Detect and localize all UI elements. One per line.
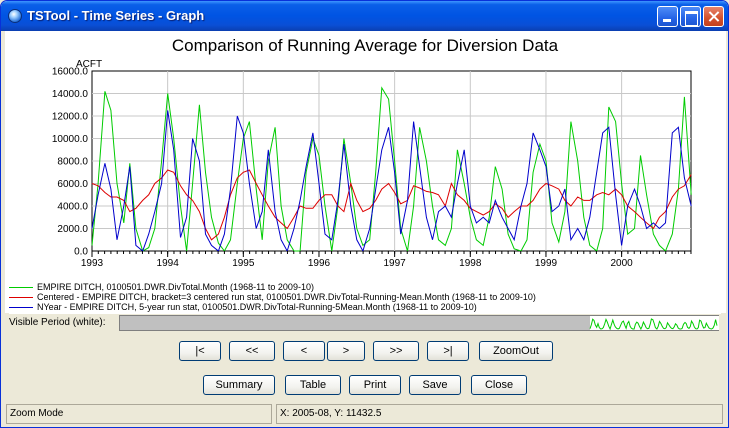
minimize-button[interactable] (657, 6, 678, 27)
y-tick-label: 0.0 (74, 247, 88, 258)
x-tick-label: 1999 (535, 258, 558, 269)
legend: EMPIRE DITCH, 0100501.DWR.DivTotal.Month… (9, 282, 721, 314)
window-title: TSTool - Time Series - Graph (27, 8, 205, 23)
grid (91, 70, 692, 252)
chart-title: Comparison of Running Average for Divers… (172, 36, 559, 55)
page-forward-button[interactable]: >> (373, 341, 419, 361)
legend-label: NYear - EMPIRE DITCH, 5-year run stat, 0… (37, 302, 477, 312)
page-back-button[interactable]: << (229, 341, 275, 361)
status-coordinates: X: 2005-08, Y: 11432.5 (276, 404, 723, 424)
reference-graph (589, 318, 718, 330)
print-button[interactable]: Print (349, 375, 401, 395)
y-tick-label: 10000.0 (52, 134, 89, 145)
y-tick-label: 16000.0 (52, 67, 89, 78)
x-tick-label: 1998 (459, 258, 482, 269)
first-button[interactable]: |< (179, 341, 221, 361)
y-tick-label: 14000.0 (52, 89, 89, 100)
zoom-out-button[interactable]: ZoomOut (479, 341, 553, 361)
y-tick-label: 4000.0 (57, 202, 88, 213)
maximize-button[interactable] (680, 6, 701, 27)
y-tick-label: 12000.0 (52, 112, 89, 123)
legend-swatch-blue (9, 307, 33, 309)
legend-swatch-red (9, 297, 33, 299)
y-tick-label: 8000.0 (57, 157, 88, 168)
y-tick-label: 6000.0 (57, 179, 88, 190)
visible-period-label: Visible Period (white): (9, 317, 106, 328)
visible-period-bar[interactable] (119, 315, 719, 331)
x-tick-label: 2000 (610, 258, 633, 269)
legend-label: EMPIRE DITCH, 0100501.DWR.DivTotal.Month… (37, 282, 314, 292)
x-tick-label: 1995 (232, 258, 255, 269)
save-button[interactable]: Save (409, 375, 461, 395)
legend-swatch-green (9, 287, 33, 289)
summary-button[interactable]: Summary (203, 375, 275, 395)
legend-item-nyear: NYear - EMPIRE DITCH, 5-year run stat, 0… (9, 302, 477, 312)
series-line-2 (91, 169, 692, 241)
axes: 0.0 2000.0 4000.0 6000.0 8000.0 10000.0 12000.… (52, 67, 692, 269)
series-line-3 (91, 110, 692, 253)
x-tick-label: 1993 (81, 258, 104, 269)
time-series-chart[interactable]: Comparison of Running Average for Divers… (5, 31, 726, 281)
legend-item-centered: Centered - EMPIRE DITCH, bracket=3 cente… (9, 292, 536, 302)
legend-label: Centered - EMPIRE DITCH, bracket=3 cente… (37, 292, 536, 302)
y-tick-label: 2000.0 (57, 224, 88, 235)
table-button[interactable]: Table (285, 375, 341, 395)
tstool-app-icon (8, 9, 22, 23)
x-tick-label: 1994 (157, 258, 180, 269)
close-window-button[interactable] (703, 6, 724, 27)
x-tick-label: 1996 (308, 258, 331, 269)
last-button[interactable]: >| (427, 341, 469, 361)
status-mode: Zoom Mode (6, 404, 272, 424)
title-bar[interactable]: TSTool - Time Series - Graph (1, 1, 728, 31)
close-button[interactable]: Close (471, 375, 527, 395)
forward-button[interactable]: > (327, 341, 365, 361)
x-tick-label: 1997 (384, 258, 407, 269)
graph-panel[interactable]: Comparison of Running Average for Divers… (5, 31, 726, 313)
back-button[interactable]: < (283, 341, 325, 361)
legend-item-total: EMPIRE DITCH, 0100501.DWR.DivTotal.Month… (9, 282, 314, 292)
y-axis-label: ACFT (76, 59, 102, 70)
series-line-1 (91, 86, 692, 252)
series-layer (91, 86, 692, 253)
reference-series-line (589, 318, 718, 330)
